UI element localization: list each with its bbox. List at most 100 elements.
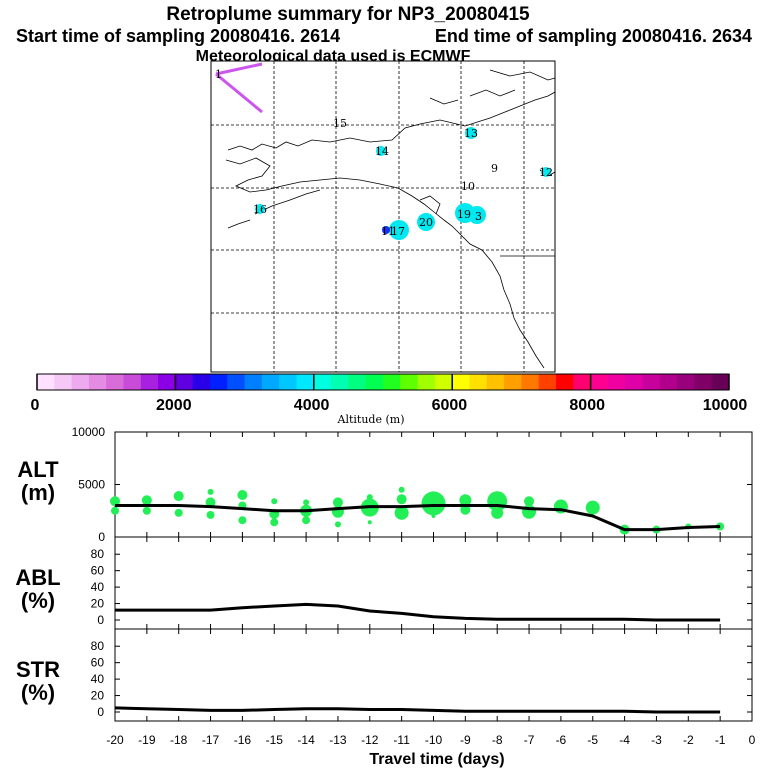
- x-tick-label: -13: [329, 733, 347, 747]
- altitude-dot: [367, 520, 372, 525]
- map-label-15: 15: [333, 117, 347, 130]
- panel-alt: ALT(m) 0 5000 10000: [17, 425, 753, 544]
- colorbar-swatch: [54, 374, 73, 390]
- altitude-dot: [431, 514, 436, 518]
- colorbar-tick-label: 8000: [569, 397, 605, 414]
- map-label-10: 10: [461, 180, 475, 193]
- colorbar-swatch: [625, 374, 643, 390]
- x-tick-label: -17: [202, 733, 220, 747]
- panel-ylabel: ABL: [15, 565, 60, 590]
- colorbar-swatch: [556, 374, 574, 390]
- colorbar-tick-label: 6000: [432, 397, 468, 414]
- x-tick-label: -15: [266, 733, 284, 747]
- trajectory-track: [215, 62, 263, 114]
- colorbar-label: Altitude (m): [337, 413, 405, 426]
- colorbar-swatch: [504, 374, 522, 390]
- altitude-dot: [206, 510, 215, 519]
- altitude-dot: [302, 516, 311, 525]
- y-tick-label: 60: [91, 564, 105, 578]
- map-label-11: 11: [381, 225, 395, 238]
- altitude-dot: [398, 486, 405, 493]
- altitude-dot: [205, 497, 216, 508]
- altitude-dot: [237, 490, 248, 500]
- x-tick-label: -4: [619, 733, 630, 747]
- altitude-dot: [716, 522, 725, 531]
- cluster-labels: 1 15 13 14 9 12 10 16 19 3 20 11 17: [215, 68, 553, 238]
- altitude-dot: [270, 518, 279, 527]
- panel-frame: [114, 628, 753, 722]
- colorbar-tick-label: 10000: [703, 397, 748, 414]
- colorbar-swatch: [331, 374, 349, 390]
- map-label-9: 9: [491, 162, 498, 175]
- colorbar-swatch: [573, 374, 592, 390]
- panel-yunit: (m): [21, 480, 55, 505]
- colorbar-swatch: [452, 374, 470, 390]
- x-axis: -20 -19 -18 -17 -16 -15 -14 -13 -12 -11 -10 -9 -8 -7-…: [106, 733, 755, 747]
- colorbar-swatch: [434, 374, 453, 390]
- colorbar-swatch: [175, 374, 194, 390]
- y-tick-label: 0: [97, 705, 104, 719]
- map-label-17: 17: [391, 225, 405, 238]
- altitude-dot: [460, 504, 471, 515]
- map-label-13: 13: [464, 127, 478, 140]
- panel-yunit: (%): [21, 588, 55, 613]
- colorbar-swatch: [677, 374, 695, 390]
- panel-ylabel: STR: [16, 657, 60, 682]
- colorbar-swatch: [313, 374, 332, 390]
- series-line-str: [114, 706, 721, 714]
- colorbar-tick-label: 0: [31, 397, 40, 414]
- altitude-dot: [396, 494, 407, 505]
- colorbar-swatch: [383, 374, 401, 390]
- altitude-dot: [332, 497, 343, 508]
- altitude-dot: [173, 491, 184, 502]
- x-tick-label: -11: [393, 733, 410, 747]
- colorbar-tick-label: 4000: [294, 397, 330, 414]
- altitude-dot: [271, 498, 278, 505]
- x-tick-label: -9: [460, 733, 471, 747]
- series-line-alt: [115, 504, 721, 532]
- altitude-dot: [303, 499, 310, 506]
- colorbar-swatch: [486, 374, 505, 390]
- x-tick-label: -1: [715, 733, 726, 747]
- colorbar-swatch: [642, 374, 661, 390]
- x-tick-label: -8: [492, 733, 503, 747]
- altitude-dot: [142, 506, 151, 515]
- altitude-dot: [334, 521, 341, 528]
- end-time-label: End time of sampling 20080416. 2634: [435, 26, 752, 46]
- colorbar-swatch: [694, 374, 713, 390]
- colorbar-tick-label: 2000: [156, 397, 192, 414]
- colorbar-ticks: 0 2000 4000 6000 8000 10000: [31, 374, 748, 414]
- y-tick-label: 40: [91, 580, 105, 594]
- colorbar-swatch: [365, 374, 384, 390]
- altitude-dot: [585, 500, 600, 515]
- cluster-dots: [255, 127, 551, 240]
- altitude-dot: [207, 488, 214, 495]
- panel-frame: [114, 431, 753, 538]
- colorbar-swatch: [71, 374, 90, 390]
- colorbar-swatch: [244, 374, 263, 390]
- x-tick-label: -18: [170, 733, 188, 747]
- panel-str: STR(%) 0 20 40 60 80: [16, 628, 753, 722]
- colorbar-swatch: [400, 374, 419, 390]
- colorbar-swatch: [659, 374, 678, 390]
- colorbar-swatch: [538, 374, 557, 390]
- x-tick-label: -6: [556, 733, 567, 747]
- y-tick-label: 80: [91, 639, 105, 653]
- colorbar-swatch: [88, 374, 107, 390]
- y-tick-label: 0: [97, 613, 104, 627]
- map-frame: [210, 60, 556, 373]
- altitude-dot: [141, 495, 152, 506]
- x-tick-label: -14: [297, 733, 315, 747]
- map-graticule: [211, 61, 555, 372]
- y-tick-label: 80: [91, 547, 105, 561]
- colorbar-swatch: [210, 374, 228, 390]
- altitude-dot: [491, 506, 504, 519]
- altitude-dot: [111, 506, 119, 515]
- x-tick-label: -12: [361, 733, 379, 747]
- map-label-3: 3: [475, 210, 482, 223]
- colorbar-swatch: [521, 374, 540, 390]
- altitude-dot: [110, 496, 120, 507]
- map-label-19: 19: [457, 208, 471, 221]
- colorbar-swatch: [348, 374, 367, 390]
